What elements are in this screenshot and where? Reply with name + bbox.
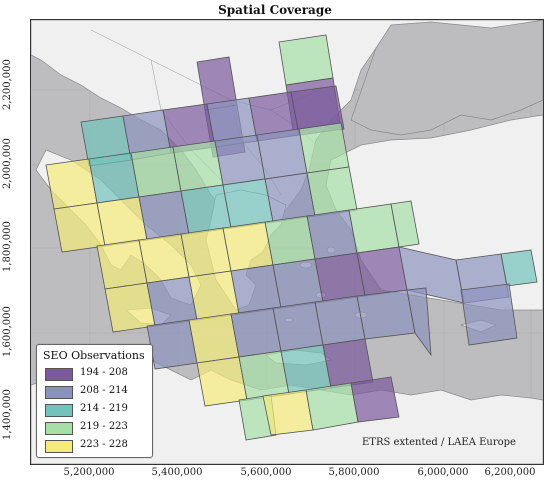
y-tick-label: 2,000,000 <box>2 138 13 190</box>
tile <box>314 252 366 303</box>
legend-swatch <box>45 368 73 381</box>
x-tick-label: 5,200,000 <box>63 467 115 478</box>
tile <box>188 270 240 321</box>
tile <box>290 85 345 136</box>
tile <box>138 190 190 241</box>
tile <box>130 146 182 198</box>
legend-swatch <box>45 440 73 453</box>
legend-item: 214 - 219 <box>45 402 150 418</box>
tile <box>180 227 232 278</box>
legend-swatch <box>45 422 73 435</box>
y-tick-label: 1,400,000 <box>2 389 13 441</box>
tile <box>348 203 400 254</box>
tile <box>298 122 350 174</box>
tile <box>222 178 274 229</box>
map-svg <box>31 20 543 464</box>
tile <box>256 128 308 180</box>
legend-item-label: 214 - 219 <box>80 403 128 414</box>
y-tick-label: 1,600,000 <box>2 306 13 358</box>
tile <box>180 184 232 235</box>
legend-item-label: 223 - 228 <box>80 439 128 450</box>
legend-item: 223 - 228 <box>45 438 150 454</box>
tile <box>264 215 316 266</box>
legend-item: 194 - 208 <box>45 366 150 382</box>
tile <box>262 389 314 436</box>
tile <box>278 34 334 86</box>
tile <box>238 350 290 401</box>
legend-item-label: 219 - 223 <box>80 421 128 432</box>
tile <box>53 202 106 253</box>
legend-swatch <box>45 386 73 399</box>
tile <box>356 246 408 297</box>
legend-swatch <box>45 404 73 417</box>
map-canvas[interactable] <box>30 19 544 465</box>
tile <box>264 172 316 223</box>
tile <box>146 276 198 327</box>
x-tick-label: 5,600,000 <box>240 467 292 478</box>
tile <box>222 221 274 272</box>
tile <box>104 282 156 333</box>
tile <box>272 258 324 309</box>
tile <box>306 209 358 260</box>
tile <box>280 344 332 395</box>
tile <box>306 166 358 217</box>
map-legend: SEO Observations 194 - 208 208 - 214 214… <box>36 344 153 458</box>
tile <box>230 307 282 358</box>
tile <box>356 289 416 340</box>
tile <box>138 233 190 284</box>
tile <box>214 134 266 186</box>
observation-tiles <box>45 34 538 441</box>
x-tick-label: 5,800,000 <box>328 467 380 478</box>
tile <box>88 152 140 204</box>
land-black-sea-coast <box>350 20 543 136</box>
tile <box>96 196 148 247</box>
tile <box>96 239 148 290</box>
x-tick-label: 6,000,000 <box>417 467 469 478</box>
tile <box>406 287 432 357</box>
tile <box>305 382 359 431</box>
tile <box>350 376 400 423</box>
y-tick-label: 2,200,000 <box>2 59 13 111</box>
legend-item-label: 208 - 214 <box>80 385 128 396</box>
tile <box>230 264 282 315</box>
legend-item-label: 194 - 208 <box>80 367 128 378</box>
map-title: Spatial Coverage <box>218 3 332 17</box>
tile <box>460 283 518 346</box>
tile <box>45 158 98 210</box>
crs-label: ETRS extented / LAEA Europe <box>362 437 516 448</box>
tile <box>196 356 248 407</box>
x-tick-label: 6,200,000 <box>484 467 536 478</box>
y-tick-label: 1,800,000 <box>2 221 13 273</box>
tile <box>390 200 420 248</box>
tile <box>172 140 224 192</box>
tile <box>314 295 366 346</box>
legend-title: SEO Observations <box>43 349 145 362</box>
legend-item: 208 - 214 <box>45 384 150 400</box>
tile <box>188 313 240 364</box>
tile <box>500 249 538 287</box>
legend-item: 219 - 223 <box>45 420 150 436</box>
tile <box>272 301 324 352</box>
tile <box>146 319 198 370</box>
x-tick-label: 5,400,000 <box>151 467 203 478</box>
